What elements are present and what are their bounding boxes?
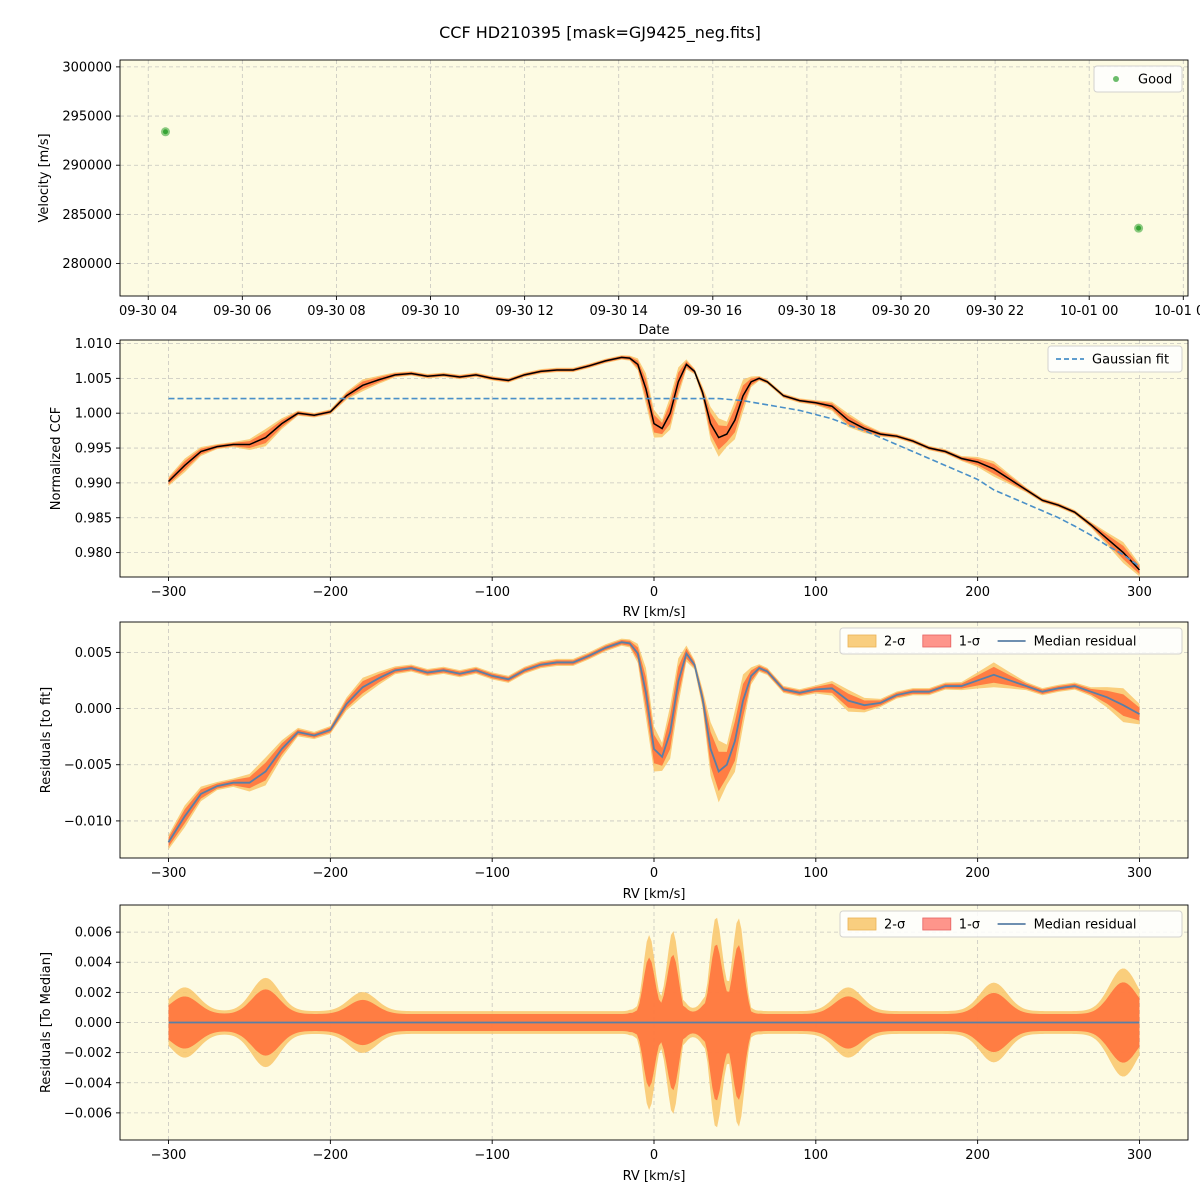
x-tick-label: 0 [650, 866, 658, 881]
x-tick-label: 09-30 08 [307, 304, 365, 319]
x-tick-label: 09-30 12 [495, 304, 553, 319]
legend-marker-good [1113, 76, 1119, 82]
x-tick-label: 200 [965, 585, 990, 600]
figure-title: CCF HD210395 [mask=GJ9425_neg.fits] [439, 23, 761, 43]
x-tick-label: 09-30 20 [872, 304, 930, 319]
ccf-line [167, 356, 1141, 571]
legend-swatch-2sigma [847, 634, 877, 648]
y-axis-label: Velocity [m/s] [37, 133, 52, 222]
y-tick-label: 0.985 [75, 511, 112, 526]
y-tick-label: 295000 [62, 110, 112, 125]
legend-swatch-1sigma [922, 634, 952, 648]
plot-area [120, 60, 1188, 296]
x-tick-label: −300 [151, 1148, 187, 1163]
x-tick-label: −100 [474, 866, 510, 881]
axes-frame [119, 339, 1189, 578]
y-tick-label: 1.000 [75, 407, 112, 422]
x-tick-label: 10-01 00 [1060, 304, 1118, 319]
x-tick-label: 200 [965, 866, 990, 881]
x-tick-label: −300 [151, 866, 187, 881]
legend-entry: Gaussian fit [1092, 353, 1169, 368]
x-tick-label: 09-30 04 [119, 304, 177, 319]
x-tick-label: −200 [313, 585, 349, 600]
x-tick-label: 09-30 18 [778, 304, 836, 319]
legend-entry: 2-σ [884, 918, 905, 933]
x-tick-label: 100 [803, 866, 828, 881]
x-tick-label: −300 [151, 585, 187, 600]
legend-entry: 1-σ [959, 635, 980, 650]
axes-frame [119, 621, 1189, 859]
x-tick-label: 300 [1127, 1148, 1152, 1163]
legend-swatch-1sigma [922, 917, 952, 931]
legend-entry: 2-σ [884, 635, 905, 650]
x-axis-label: Date [638, 323, 669, 338]
x-axis-label: RV [km/s] [623, 887, 686, 902]
y-tick-label: −0.010 [64, 814, 112, 829]
legend-entry: Good [1138, 73, 1172, 88]
gaussian-fit-line [168, 397, 1140, 568]
y-tick-label: 280000 [62, 257, 112, 272]
data-point-good-core [162, 129, 168, 135]
y-tick-label: −0.002 [64, 1046, 112, 1061]
y-tick-label: 0.005 [75, 646, 112, 661]
y-tick-label: 0.980 [75, 546, 112, 561]
panel-4: −300 −200 −100 0 100 200 300 −0.006 −0.004 −0.002… [39, 904, 1189, 1184]
y-tick-label: −0.006 [64, 1106, 112, 1121]
legend-entry: Median residual [1034, 918, 1137, 933]
legend-entry: Median residual [1034, 635, 1137, 650]
x-tick-label: 100 [803, 1148, 828, 1163]
y-tick-label: 0.002 [75, 986, 112, 1001]
x-tick-label: 300 [1127, 585, 1152, 600]
x-tick-label: 0 [650, 585, 658, 600]
legend-entry: 1-σ [959, 918, 980, 933]
legend [1047, 345, 1183, 373]
y-tick-label: 285000 [62, 208, 112, 223]
y-tick-label: 0.004 [75, 956, 112, 971]
x-tick-label: 10-01 02 [1154, 304, 1200, 319]
x-axis-label: RV [km/s] [623, 1169, 686, 1184]
y-tick-label: 1.010 [75, 337, 112, 352]
y-tick-label: 0.995 [75, 442, 112, 457]
x-tick-label: −200 [313, 866, 349, 881]
x-axis-label: RV [km/s] [623, 605, 686, 620]
y-tick-label: −0.004 [64, 1076, 112, 1091]
y-tick-label: 0.000 [75, 1016, 112, 1031]
x-tick-label: 09-30 16 [684, 304, 742, 319]
x-tick-label: 200 [965, 1148, 990, 1163]
y-tick-label: 1.005 [75, 372, 112, 387]
x-tick-label: 300 [1127, 866, 1152, 881]
y-tick-label: −0.005 [64, 758, 112, 773]
legend [1093, 65, 1183, 93]
y-tick-label: 290000 [62, 159, 112, 174]
y-axis-label: Residuals [To Median] [39, 952, 54, 1093]
x-tick-label: −200 [313, 1148, 349, 1163]
panel-3: −300 −200 −100 0 100 200 300 −0.010 −0.005 0.000 0… [39, 621, 1189, 902]
y-tick-label: 0.990 [75, 476, 112, 491]
x-tick-label: 09-30 06 [213, 304, 271, 319]
panels: 09-30 04 09-30 06 09-30 08 09-30 10 09-30 12… [37, 59, 1200, 1184]
x-tick-label: 09-30 22 [966, 304, 1024, 319]
x-tick-label: −100 [474, 585, 510, 600]
x-tick-label: 100 [803, 585, 828, 600]
median-residual-line [167, 641, 1140, 843]
y-axis-label: Residuals [to fit] [39, 687, 54, 793]
y-tick-label: 0.000 [75, 702, 112, 717]
data-point-good-core [1136, 225, 1142, 231]
y-tick-label: 0.006 [75, 926, 112, 941]
panel-1: 09-30 04 09-30 06 09-30 08 09-30 10 09-30 12… [37, 59, 1200, 338]
axes-frame [119, 904, 1189, 1141]
legend-swatch-2sigma [847, 917, 877, 931]
x-tick-label: 09-30 10 [401, 304, 459, 319]
panel-2: −300 −200 −100 0 100 200 300 0.980 0.985 0.990 0.9… [49, 337, 1189, 620]
x-tick-label: −100 [474, 1148, 510, 1163]
y-axis-label: Normalized CCF [49, 407, 64, 511]
y-tick-label: 300000 [62, 60, 112, 75]
x-tick-label: 09-30 14 [589, 304, 647, 319]
axes-frame [119, 59, 1189, 297]
x-tick-label: 0 [650, 1148, 658, 1163]
